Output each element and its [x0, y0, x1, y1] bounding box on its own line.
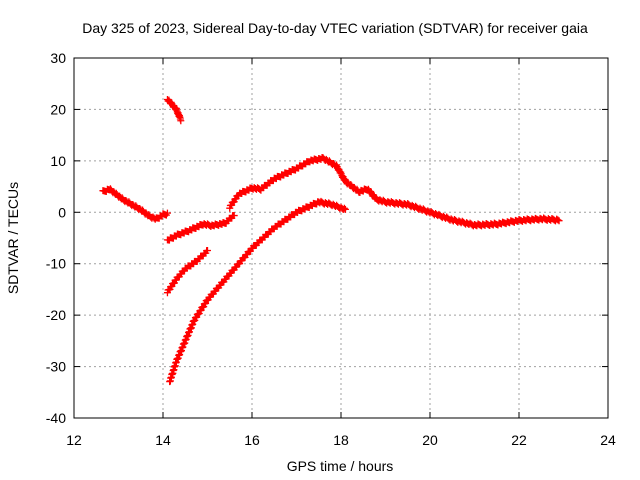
y-tick-label: 0 — [58, 204, 66, 220]
marker-path — [163, 212, 238, 244]
x-tick-label: 16 — [244, 432, 260, 448]
data-series — [99, 95, 563, 386]
marker-path — [166, 197, 349, 386]
x-tick-label: 24 — [600, 432, 616, 448]
axis-ticks: 12 14 16 18 20 22 24 -40 -30 -20 -10 0 10 20 30 — [46, 50, 616, 448]
y-tick-label: -40 — [46, 410, 66, 426]
y-tick-label: 30 — [50, 50, 66, 66]
series-track-3 — [163, 212, 238, 244]
x-axis-label: GPS time / hours — [287, 458, 394, 474]
x-tick-label: 12 — [66, 432, 82, 448]
marker-path — [226, 153, 563, 230]
grid — [74, 58, 608, 418]
y-tick-label: 10 — [50, 153, 66, 169]
marker-path — [163, 95, 185, 125]
y-axis-label: SDTVAR / TECUs — [5, 182, 21, 294]
series-track-6 — [226, 153, 563, 230]
series-track-4 — [163, 247, 211, 297]
y-tick-label: -30 — [46, 359, 66, 375]
y-tick-label: -10 — [46, 256, 66, 272]
y-tick-label: -20 — [46, 307, 66, 323]
marker-path — [99, 185, 171, 223]
series-track-2 — [163, 95, 185, 125]
x-tick-label: 18 — [333, 432, 349, 448]
x-tick-label: 14 — [155, 432, 171, 448]
series-track-5 — [166, 197, 349, 386]
marker-path — [163, 247, 211, 297]
chart-title: Day 325 of 2023, Sidereal Day-to-day VTE… — [82, 20, 588, 36]
x-tick-label: 22 — [511, 432, 527, 448]
x-tick-label: 20 — [422, 432, 438, 448]
series-track-1 — [99, 185, 171, 223]
y-tick-label: 20 — [50, 101, 66, 117]
